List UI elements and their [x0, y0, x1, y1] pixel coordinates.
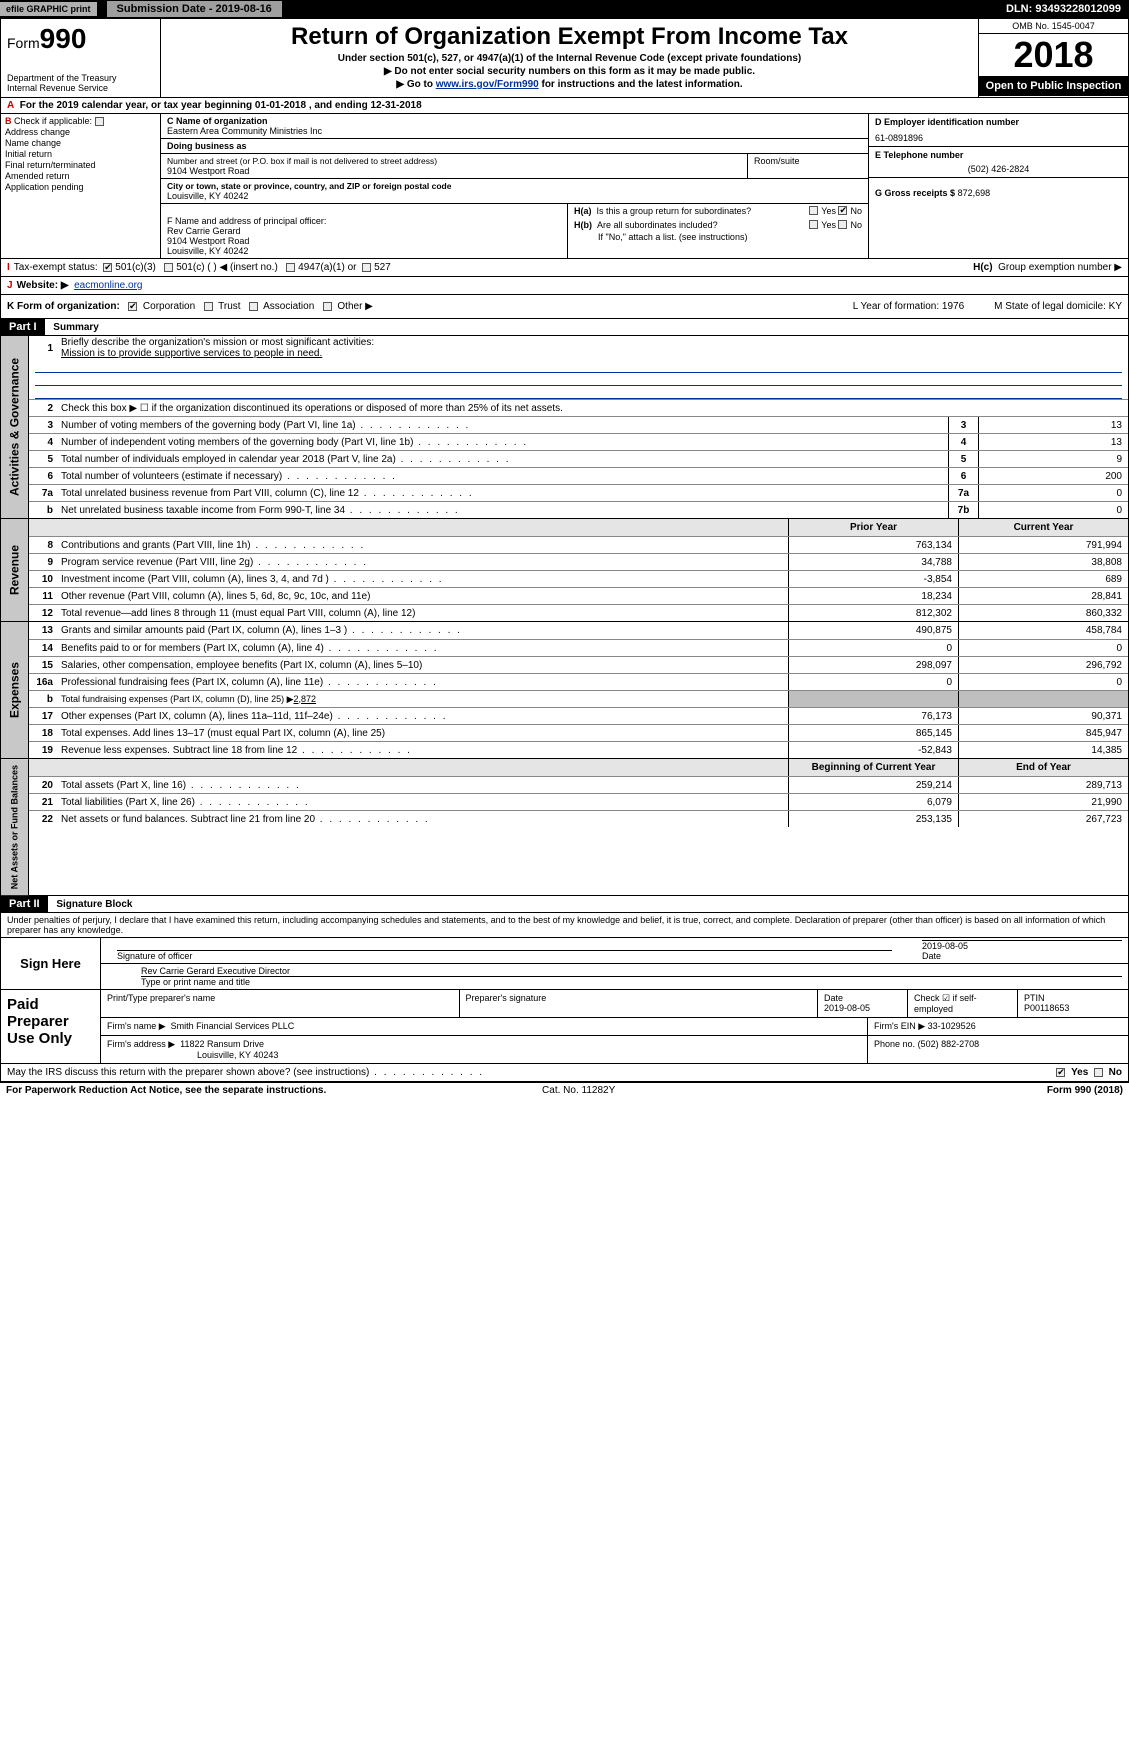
open-to-public: Open to Public Inspection	[979, 76, 1128, 96]
col-b: B Check if applicable: Address change Na…	[1, 114, 161, 258]
omb-number: OMB No. 1545-0047	[979, 19, 1128, 34]
sign-here-label: Sign Here	[1, 938, 101, 989]
entity-block: B Check if applicable: Address change Na…	[0, 114, 1129, 259]
h-b-text: Are all subordinates included?	[597, 220, 809, 230]
chk-name-change[interactable]: Name change	[5, 138, 156, 148]
h-b-note: If "No," attach a list. (see instruction…	[568, 232, 868, 244]
firm-ein: 33-1029526	[928, 1021, 976, 1031]
efile-badge: efile GRAPHIC print	[0, 2, 97, 16]
h-a-text: Is this a group return for subordinates?	[597, 206, 810, 216]
org-name-cell: C Name of organization Eastern Area Comm…	[161, 114, 868, 139]
form-header: Form990 Department of the Treasury Inter…	[0, 18, 1129, 98]
chk-final-return[interactable]: Final return/terminated	[5, 160, 156, 170]
ptin: PTINP00118653	[1018, 990, 1128, 1017]
discuss-row: May the IRS discuss this return with the…	[0, 1064, 1129, 1082]
ein-cell: D Employer identification number 61-0891…	[869, 114, 1128, 147]
hb-yes[interactable]	[809, 220, 818, 229]
chk-address-change[interactable]: Address change	[5, 127, 156, 137]
perjury-text: Under penalties of perjury, I declare th…	[0, 913, 1129, 938]
part1-header: Part I Summary	[0, 319, 1129, 336]
chk-501c3[interactable]	[103, 263, 112, 272]
firm-phone: (502) 882-2708	[918, 1039, 980, 1049]
ha-no[interactable]	[838, 206, 847, 215]
phone-cell: E Telephone number (502) 426-2824	[869, 147, 1128, 178]
chk-assoc[interactable]	[249, 302, 258, 311]
state-domicile: M State of legal domicile: KY	[994, 301, 1122, 312]
form-number: Form990	[7, 23, 154, 55]
h-a-label: H(a)	[574, 206, 592, 216]
chk-pending[interactable]: Application pending	[5, 182, 156, 192]
net-assets-section: Net Assets or Fund Balances Beginning of…	[0, 759, 1129, 896]
preparer-name-hdr: Print/Type preparer's name	[101, 990, 460, 1017]
self-employed[interactable]: Check ☑ if self-employed	[908, 990, 1018, 1017]
department: Department of the Treasury Internal Reve…	[7, 73, 154, 93]
chk-501c[interactable]	[164, 263, 173, 272]
subtitle-3: ▶ Go to www.irs.gov/Form990 for instruct…	[165, 79, 974, 90]
sign-block: Sign Here Signature of officer 2019-08-0…	[0, 938, 1129, 990]
discuss-yes[interactable]	[1056, 1068, 1065, 1077]
chk-4947[interactable]	[286, 263, 295, 272]
form-org-row: K Form of organization: Corporation Trus…	[0, 295, 1129, 319]
tax-year: 2018	[979, 34, 1128, 76]
irs-link[interactable]: www.irs.gov/Form990	[436, 79, 539, 90]
chk-amended[interactable]: Amended return	[5, 171, 156, 181]
officer-cell: F Name and address of principal officer:…	[161, 204, 568, 258]
chk-corp[interactable]	[128, 302, 137, 311]
hb-no[interactable]	[838, 220, 847, 229]
subtitle-1: Under section 501(c), 527, or 4947(a)(1)…	[165, 53, 974, 64]
side-governance: Activities & Governance	[1, 336, 29, 518]
officer-name: Rev Carrie Gerard Executive Director	[141, 966, 1122, 977]
part2-header: Part II Signature Block	[0, 896, 1129, 913]
paid-preparer-block: Paid Preparer Use Only Print/Type prepar…	[0, 990, 1129, 1064]
efile-topbar: efile GRAPHIC print Submission Date - 20…	[0, 0, 1129, 18]
h-b-label: H(b)	[574, 220, 592, 230]
gross-receipts: G Gross receipts $ 872,698	[869, 178, 1128, 201]
form-title: Return of Organization Exempt From Incom…	[165, 23, 974, 51]
preparer-date: Date2019-08-05	[818, 990, 908, 1017]
chk-527[interactable]	[362, 263, 371, 272]
org-name: Eastern Area Community Ministries Inc	[167, 126, 862, 136]
street-cell: Number and street (or P.O. box if mail i…	[161, 154, 748, 178]
submission-date: Submission Date - 2019-08-16	[107, 1, 282, 17]
website-row: J Website: ▶ eacmonline.org	[0, 277, 1129, 295]
tax-status-row: I Tax-exempt status: 501(c)(3) 501(c) ( …	[0, 259, 1129, 277]
row-a: A For the 2019 calendar year, or tax yea…	[0, 98, 1129, 114]
website-link[interactable]: eacmonline.org	[74, 280, 142, 291]
discuss-no[interactable]	[1094, 1068, 1103, 1077]
side-revenue: Revenue	[1, 519, 29, 621]
side-expenses: Expenses	[1, 622, 29, 758]
room-cell: Room/suite	[748, 154, 868, 178]
governance-section: Activities & Governance 1Briefly describ…	[0, 336, 1129, 519]
chk-trust[interactable]	[204, 302, 213, 311]
chk-other[interactable]	[323, 302, 332, 311]
dln: DLN: 93493228012099	[998, 1, 1129, 17]
page-footer: For Paperwork Reduction Act Notice, see …	[0, 1082, 1129, 1098]
expenses-section: Expenses 13Grants and similar amounts pa…	[0, 622, 1129, 759]
firm-addr: 11822 Ransum Drive	[180, 1039, 264, 1049]
revenue-section: Revenue Prior YearCurrent Year 8Contribu…	[0, 519, 1129, 622]
preparer-sig-hdr: Preparer's signature	[460, 990, 819, 1017]
firm-name: Smith Financial Services PLLC	[171, 1021, 295, 1031]
city-cell: City or town, state or province, country…	[161, 179, 868, 204]
side-net: Net Assets or Fund Balances	[1, 759, 29, 895]
year-formation: L Year of formation: 1976	[853, 301, 964, 312]
ha-yes[interactable]	[809, 206, 818, 215]
subtitle-2: ▶ Do not enter social security numbers o…	[165, 66, 974, 77]
paid-preparer-label: Paid Preparer Use Only	[1, 990, 101, 1063]
dba-cell: Doing business as	[161, 139, 868, 154]
chk-initial-return[interactable]: Initial return	[5, 149, 156, 159]
